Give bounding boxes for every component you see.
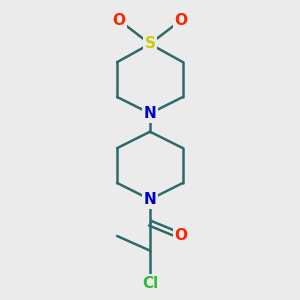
Text: O: O xyxy=(112,13,125,28)
Text: Cl: Cl xyxy=(142,276,158,291)
Text: N: N xyxy=(144,192,156,207)
Text: O: O xyxy=(175,229,188,244)
Text: N: N xyxy=(144,106,156,121)
Text: S: S xyxy=(145,36,155,51)
Text: O: O xyxy=(175,13,188,28)
